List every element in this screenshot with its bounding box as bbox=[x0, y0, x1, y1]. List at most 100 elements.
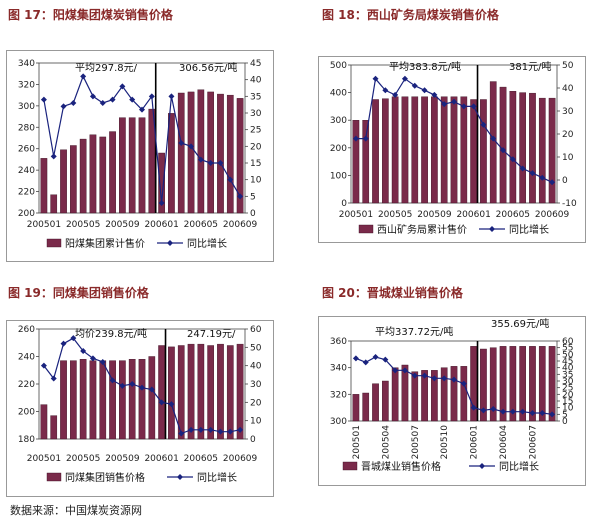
growth-point bbox=[89, 93, 96, 100]
right-axis-tick-label: 45 bbox=[562, 357, 573, 367]
growth-point bbox=[227, 176, 234, 183]
bar bbox=[99, 360, 107, 440]
growth-point bbox=[178, 140, 185, 146]
x-tick-label: 200609 bbox=[223, 454, 258, 464]
bar bbox=[158, 345, 165, 440]
left-axis-tick-label: 200 bbox=[18, 408, 35, 418]
right-axis-tick-label: 25 bbox=[250, 126, 261, 136]
bar bbox=[236, 98, 244, 214]
right-axis-tick-label: 50 bbox=[250, 343, 262, 353]
right-axis-tick-label: 45 bbox=[250, 59, 261, 69]
growth-point bbox=[40, 96, 47, 103]
bar bbox=[79, 359, 87, 440]
right-axis-tick-label: 0 bbox=[562, 417, 568, 427]
legend-line-label: 同比增长 bbox=[499, 460, 539, 473]
growth-point bbox=[50, 153, 57, 160]
left-axis-tick-label: 400 bbox=[330, 89, 347, 99]
growth-point bbox=[392, 91, 399, 98]
growth-point bbox=[460, 380, 467, 387]
bar bbox=[411, 96, 419, 204]
bar bbox=[177, 345, 185, 440]
bar bbox=[60, 360, 67, 440]
growth-point bbox=[237, 426, 244, 433]
x-tick-label: 200605 bbox=[184, 454, 218, 464]
left-axis-tick-label: 300 bbox=[330, 417, 347, 427]
growth-point bbox=[207, 160, 214, 166]
growth-point bbox=[227, 428, 234, 435]
right-axis-tick-label: 15 bbox=[562, 397, 573, 407]
growth-point bbox=[168, 401, 175, 408]
growth-point bbox=[411, 82, 418, 89]
bar bbox=[128, 359, 136, 440]
right-axis-tick-label: 30 bbox=[250, 109, 262, 119]
left-axis-tick-label: 220 bbox=[18, 380, 35, 390]
bar bbox=[460, 96, 468, 204]
right-axis-tick-label: 10 bbox=[562, 404, 574, 414]
growth-point bbox=[178, 430, 185, 437]
right-axis-tick-label: 20 bbox=[250, 398, 262, 408]
annotation: 355.69元/吨 bbox=[491, 317, 549, 330]
bar bbox=[548, 346, 556, 422]
right-axis-tick-label: 10 bbox=[562, 153, 574, 163]
bar bbox=[79, 138, 87, 214]
bar bbox=[217, 93, 224, 214]
annotation: 平均337.72元/吨 bbox=[375, 325, 453, 338]
annotation: 均价239.8元/吨 bbox=[75, 327, 147, 340]
growth-point bbox=[352, 135, 359, 142]
bar bbox=[480, 99, 487, 204]
right-axis-tick-label: 20 bbox=[562, 130, 574, 140]
x-tick-label: 200501 bbox=[27, 220, 61, 230]
chart-19-svg: 180 200 220 240 260 0 10 20 30 40 50 60 200501 200505… bbox=[18, 325, 262, 484]
bar bbox=[352, 394, 360, 422]
growth-point bbox=[217, 428, 224, 435]
bar bbox=[529, 346, 536, 422]
bar bbox=[372, 383, 379, 422]
left-axis-tick-label: 260 bbox=[18, 145, 35, 155]
bar bbox=[499, 346, 507, 422]
right-axis-tick-label: 20 bbox=[562, 390, 574, 400]
growth-point bbox=[401, 367, 408, 374]
annotation: 306.56元/吨 bbox=[179, 61, 237, 74]
bar bbox=[50, 194, 58, 214]
growth-point bbox=[168, 93, 175, 100]
left-axis-tick-label: 200 bbox=[330, 144, 347, 154]
growth-point bbox=[470, 103, 477, 110]
growth-point bbox=[40, 362, 47, 369]
chart-panel-19: 180 200 220 240 260 0 10 20 30 40 50 60 200501 200505… bbox=[6, 320, 274, 497]
bar bbox=[381, 380, 389, 422]
right-axis-tick-label: 15 bbox=[250, 159, 261, 169]
annotation: 247.19元/ bbox=[187, 329, 236, 340]
growth-point bbox=[188, 143, 195, 150]
bar bbox=[489, 347, 497, 422]
growth-point bbox=[99, 100, 106, 106]
bar bbox=[177, 92, 185, 214]
growth-point bbox=[509, 156, 516, 163]
bar bbox=[207, 91, 215, 214]
growth-point bbox=[451, 376, 457, 383]
left-axis-tick-label: 220 bbox=[18, 188, 35, 198]
legend-line-marker bbox=[177, 474, 183, 480]
legend-line-label: 同比增长 bbox=[187, 237, 227, 250]
bar bbox=[538, 97, 546, 204]
growth-point bbox=[529, 170, 536, 177]
right-axis-tick-label: 55 bbox=[562, 344, 573, 354]
legend-bar-swatch bbox=[342, 461, 358, 471]
growth-point bbox=[480, 407, 487, 414]
right-axis-tick-label: 30 bbox=[562, 377, 574, 387]
left-axis-tick-label: 360 bbox=[330, 337, 347, 347]
bar bbox=[440, 367, 448, 422]
bar bbox=[168, 113, 175, 214]
growth-point bbox=[509, 408, 516, 415]
growth-point bbox=[421, 87, 428, 94]
chart-panel-18: 0 100 200 300 400 500 -10 0 10 20 30 40 50 200501 2005… bbox=[318, 56, 586, 243]
bar bbox=[109, 131, 116, 214]
chart-panel-17: 200 220 240 260 280 300 320 340 0 5 10 15 20 25 30 35 40… bbox=[6, 50, 274, 262]
growth-point bbox=[441, 101, 448, 108]
growth-point bbox=[372, 354, 379, 360]
growth-point bbox=[500, 147, 507, 154]
growth-point bbox=[352, 355, 359, 362]
growth-point bbox=[460, 103, 467, 110]
left-axis-tick-label: 500 bbox=[330, 61, 347, 71]
bar bbox=[401, 364, 409, 422]
right-axis-tick-label: 50 bbox=[562, 350, 574, 360]
